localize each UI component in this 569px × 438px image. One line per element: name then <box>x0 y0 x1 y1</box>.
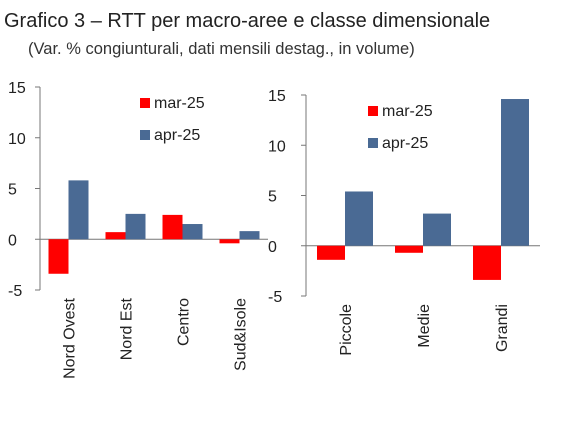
x-category-label: Sud&Isole <box>233 298 250 371</box>
y-tick-label: 5 <box>268 189 277 206</box>
chart-title: Grafico 3 – RTT per macro-aree e classe … <box>4 10 491 32</box>
x-category-label: Medie <box>416 304 433 348</box>
bar-apr-25-piccole <box>345 191 373 246</box>
bar-mar-25-piccole <box>317 245 345 260</box>
y-tick-label: -5 <box>268 289 282 306</box>
legend-swatch-apr-25 <box>368 138 378 148</box>
bar-mar-25-grandi <box>473 245 501 280</box>
chart-panel-1: -5 0 5 10 15 Nord Ovest Nord Est Centro Sud&Isol… <box>8 80 268 379</box>
legend-label-apr-25: apr-25 <box>382 135 428 152</box>
x-category-label: Piccole <box>338 304 355 356</box>
bar-mar-25-sud-isole <box>219 239 240 244</box>
chart-panel-2: -5 0 5 10 15 Piccole Medie Grandi mar-25 apr-25 <box>268 88 540 356</box>
bar-mar-25-centro <box>162 214 183 240</box>
legend-label-mar-25: mar-25 <box>154 95 205 112</box>
y-tick-label: 15 <box>8 80 26 97</box>
y-tick-label: -5 <box>8 283 22 300</box>
legend-swatch-apr-25 <box>140 130 150 140</box>
x-category-label: Nord Ovest <box>62 297 79 378</box>
y-tick-label: 10 <box>8 131 26 148</box>
y-tick-label: 5 <box>8 182 17 199</box>
x-category-label: Grandi <box>494 304 511 352</box>
x-category-label: Centro <box>176 298 193 346</box>
bar-apr-25-medie <box>423 213 451 246</box>
bar-apr-25-grandi <box>501 99 529 246</box>
legend-label-apr-25: apr-25 <box>154 127 200 144</box>
legend-label-mar-25: mar-25 <box>382 103 433 120</box>
y-tick-label: 0 <box>8 232 17 249</box>
y-tick-label: 10 <box>268 138 286 155</box>
legend-swatch-mar-25 <box>140 98 150 108</box>
y-tick-label: 15 <box>268 88 286 105</box>
bar-apr-25-centro <box>182 224 203 240</box>
bar-mar-25-nord-ovest <box>48 239 69 274</box>
bar-apr-25-nord-est <box>125 213 146 240</box>
chart-subtitle: (Var. % congiunturali, dati mensili dest… <box>28 40 415 58</box>
bar-apr-25-sud-isole <box>239 231 260 240</box>
bar-mar-25-nord-est <box>105 232 126 240</box>
y-tick-label: 0 <box>268 239 277 256</box>
bar-apr-25-nord-ovest <box>68 180 89 240</box>
bar-mar-25-medie <box>395 245 423 253</box>
legend-swatch-mar-25 <box>368 106 378 116</box>
x-category-label: Nord Est <box>119 297 136 360</box>
